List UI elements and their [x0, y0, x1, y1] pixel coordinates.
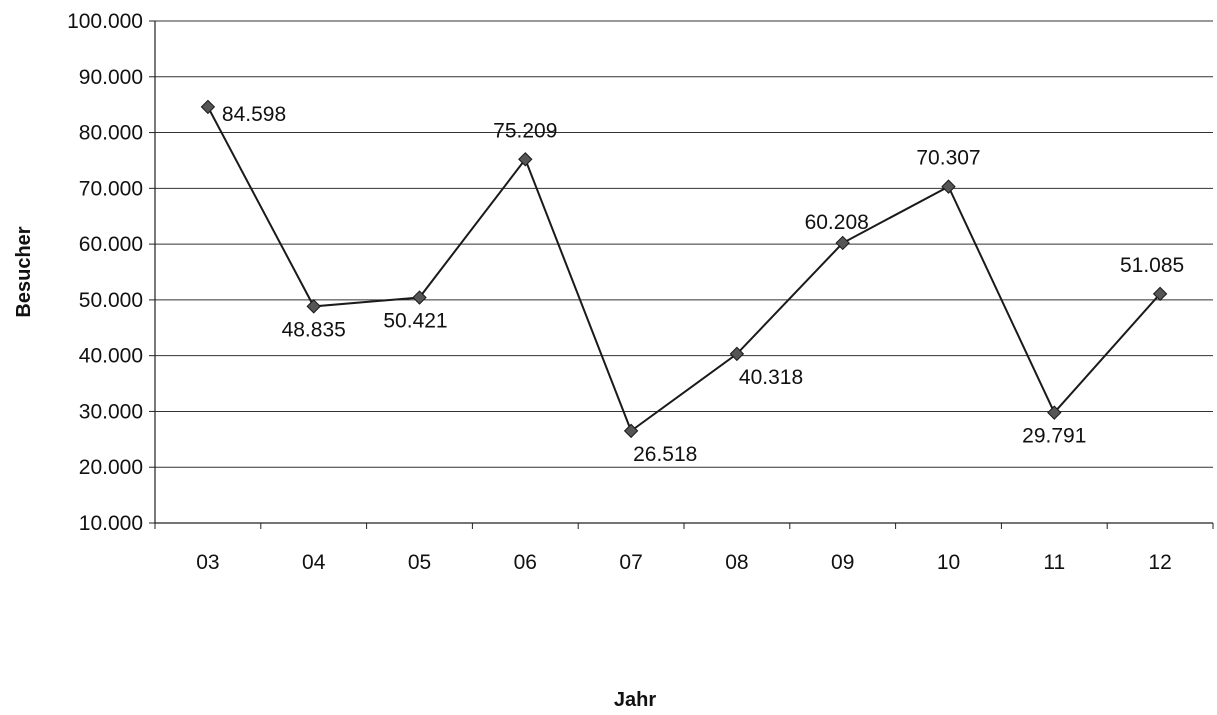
y-tick-label: 30.000 — [79, 400, 143, 423]
x-tick-label: 07 — [619, 551, 642, 574]
y-tick-label: 80.000 — [79, 122, 143, 145]
x-tick-label: 10 — [937, 551, 960, 574]
y-tick-label: 100.000 — [67, 10, 143, 33]
y-tick-label: 70.000 — [79, 177, 143, 200]
data-point-marker — [1152, 286, 1168, 302]
data-point-marker — [412, 290, 427, 305]
y-tick-label: 50.000 — [79, 289, 143, 312]
data-point-marker — [306, 299, 321, 314]
series-line — [207, 106, 1161, 433]
x-tick-label: 03 — [196, 551, 219, 574]
data-label: 29.791 — [1022, 425, 1086, 448]
y-tick-label: 90.000 — [79, 66, 143, 89]
data-point-marker — [200, 99, 216, 115]
y-tick-label: 60.000 — [79, 233, 143, 256]
y-tick-label: 40.000 — [79, 345, 143, 368]
x-tick-label: 09 — [831, 551, 854, 574]
data-label: 50.421 — [383, 310, 447, 333]
data-label: 51.085 — [1120, 254, 1184, 277]
gridlines — [155, 20, 1213, 468]
axes: 10.000 20.000 30.000 40.000 50.000 60.000 70.0… — [67, 10, 1214, 574]
data-point-marker — [1047, 405, 1062, 420]
data-label: 70.307 — [916, 147, 980, 170]
data-point-marker — [518, 152, 533, 167]
data-label: 40.318 — [739, 366, 803, 389]
data-point-marker — [941, 179, 956, 194]
data-labels: 84.598 48.835 50.421 75.209 26.518 40.318 60.2… — [222, 103, 1184, 466]
y-axis-title: Besucher — [13, 226, 35, 317]
data-label: 26.518 — [633, 443, 697, 466]
y-tick-label: 20.000 — [79, 456, 143, 479]
y-tick-label: 10.000 — [79, 512, 143, 535]
x-tick-label: 08 — [725, 551, 748, 574]
data-point-marker — [729, 346, 745, 362]
data-label: 75.209 — [493, 119, 557, 142]
data-label: 84.598 — [222, 103, 286, 126]
data-label: 48.835 — [282, 318, 346, 341]
data-point-marker — [623, 423, 639, 439]
series-visitors — [200, 99, 1168, 439]
x-tick-label: 06 — [514, 551, 537, 574]
data-point-marker — [835, 235, 850, 251]
data-label: 60.208 — [805, 211, 869, 234]
x-axis-title: Jahr — [614, 689, 656, 711]
x-tick-label: 04 — [302, 551, 326, 574]
x-tick-label: 12 — [1148, 551, 1171, 574]
x-tick-label: 05 — [408, 551, 431, 574]
x-tick-label: 11 — [1043, 551, 1065, 574]
